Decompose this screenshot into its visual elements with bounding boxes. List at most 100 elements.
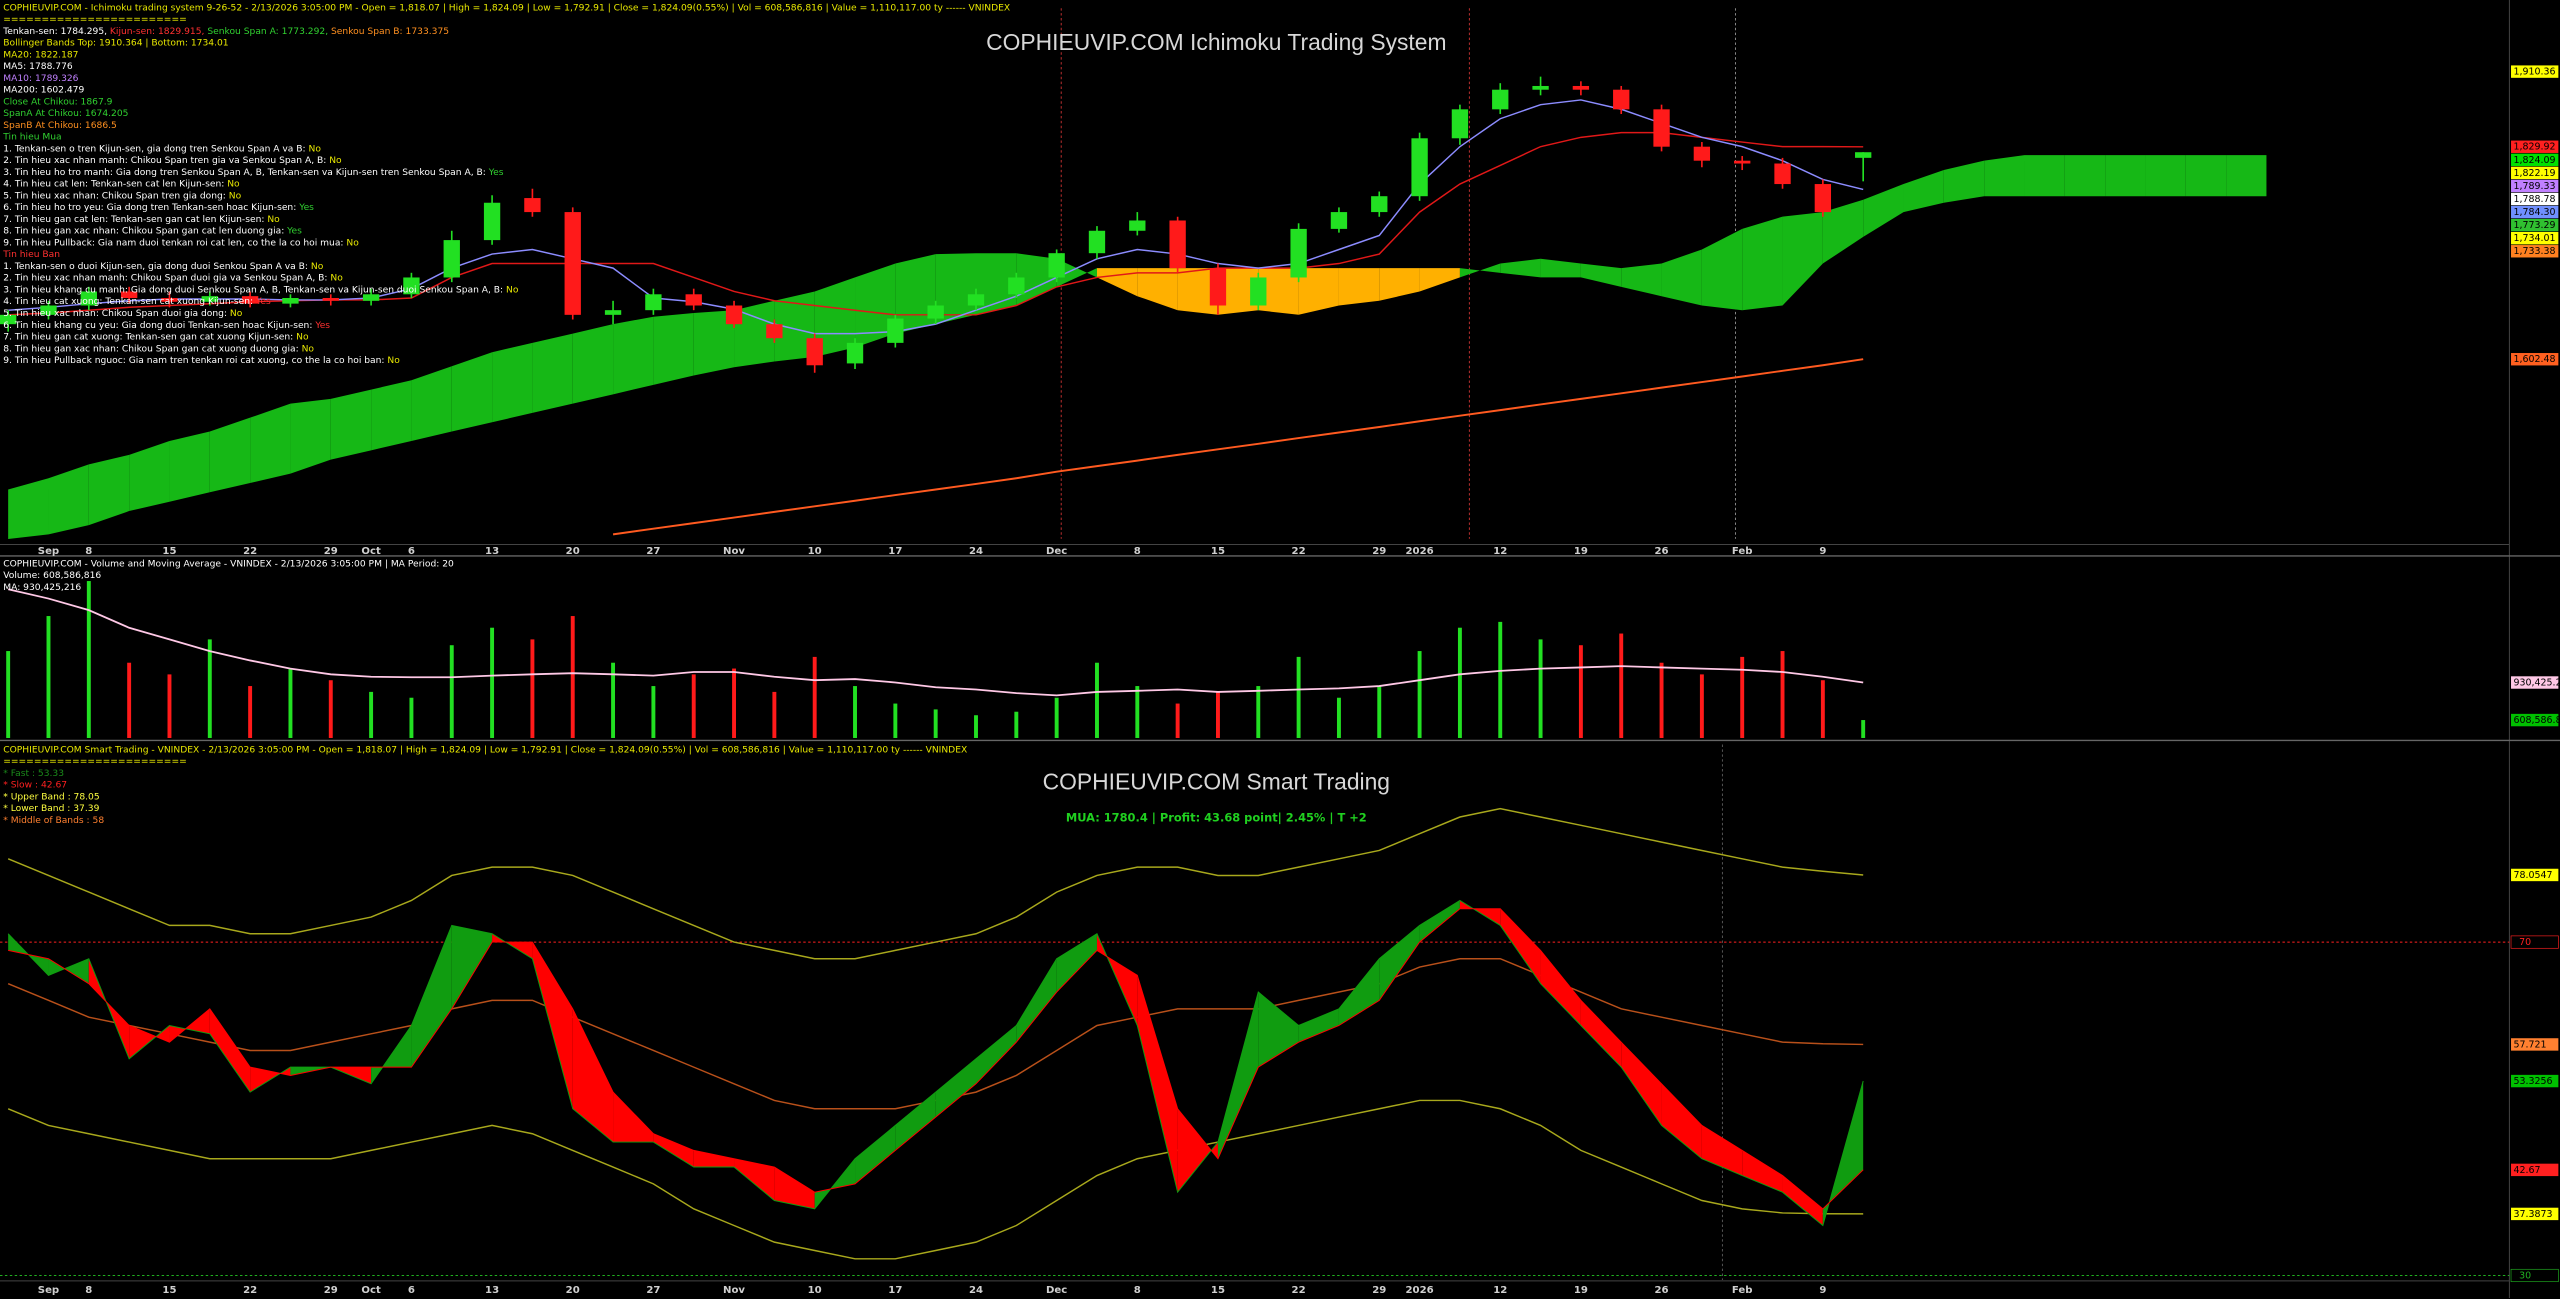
cloud xyxy=(2105,155,2146,197)
x-tick-label: 2026 xyxy=(1406,546,1434,557)
axis-label-box xyxy=(2511,153,2559,167)
cloud xyxy=(814,277,856,357)
x-tick-label: 9 xyxy=(1819,1285,1826,1296)
info-line: SpanB At Chikou: 1686.5 xyxy=(3,120,117,130)
axis-label: 608,586.8 xyxy=(2513,715,2560,726)
candle-body xyxy=(362,294,380,301)
x-tick-label: 29 xyxy=(1372,546,1386,557)
cloud xyxy=(2226,155,2267,197)
info-line: 2. Tin hieu xac nhan manh: Chikou Span d… xyxy=(3,273,343,283)
cloud xyxy=(1863,184,1904,237)
candle-body xyxy=(0,314,17,325)
volume-bar xyxy=(1336,697,1341,738)
volume-ma-line xyxy=(7,588,1864,697)
candle-body xyxy=(967,294,985,306)
volume-bar xyxy=(1175,703,1180,738)
oscillator-fill xyxy=(572,1008,614,1143)
x-tick-label: Nov xyxy=(723,1285,745,1296)
x-tick-label: 22 xyxy=(1292,1285,1306,1296)
candle-body xyxy=(403,277,420,295)
cloud xyxy=(1943,160,1985,203)
oscillator-fill xyxy=(1298,1008,1339,1043)
volume-bar xyxy=(772,691,777,738)
axis-label: 1,824.09 xyxy=(2513,155,2555,166)
oscillator-fill xyxy=(693,1150,735,1168)
oscillator-fill xyxy=(1500,908,1541,984)
x-tick-label: 19 xyxy=(1574,546,1588,557)
volume-bar xyxy=(6,651,11,738)
oscillator-fill xyxy=(209,1008,251,1093)
info-segment: 4. Tin hieu cat xuong: Tenkan-sen cat xu… xyxy=(3,297,256,307)
info-line: 8. Tin hieu gan xac nhan: Chikou Span ga… xyxy=(3,226,302,236)
candle-body xyxy=(725,305,743,325)
cloud xyxy=(734,300,775,368)
info-segment: Bollinger Bands Top: 1910.364 | Bottom: … xyxy=(3,38,228,48)
x-tick-label: 22 xyxy=(1292,546,1306,557)
x-tick-label: 12 xyxy=(1493,546,1507,557)
cloud xyxy=(290,398,331,474)
x-tick-label: 9 xyxy=(1819,546,1826,557)
cloud xyxy=(1177,268,1218,315)
info-segment: No xyxy=(329,156,342,166)
info-segment: MA200: 1602.479 xyxy=(3,85,84,95)
candle-body xyxy=(1734,160,1751,164)
candle-body xyxy=(1371,196,1388,213)
signal-text: MUA: 1780.4 | Profit: 43.68 point| 2.45%… xyxy=(1066,810,1367,824)
info-line: ======================== xyxy=(3,15,186,25)
axis-label-box xyxy=(2511,1163,2559,1177)
cloud xyxy=(1459,263,1501,278)
oscillator-fill xyxy=(1177,1108,1218,1193)
info-segment: SpanB At Chikou: 1686.5 xyxy=(3,120,117,130)
x-tick-label: 26 xyxy=(1655,1285,1669,1296)
oscillator-fill xyxy=(1056,933,1097,993)
info-segment: Volume: 608,586,816 xyxy=(3,571,101,581)
cloud xyxy=(48,464,89,535)
candle-body xyxy=(1693,146,1711,161)
info-segment: MA20: 1822.187 xyxy=(3,50,78,60)
x-tick-label: 26 xyxy=(1655,546,1669,557)
info-line: Tin hieu Ban xyxy=(2,250,60,260)
volume-bar xyxy=(248,686,253,738)
info-line: 3. Tin hieu ho tro manh: Gia dong tren S… xyxy=(3,167,503,177)
cloud xyxy=(613,316,654,395)
axis-label-box xyxy=(2511,868,2559,882)
info-segment: 9. Tin hieu Pullback nguoc: Gia nam tren… xyxy=(3,356,387,366)
info-line: 9. Tin hieu Pullback: Gia nam duoi tenka… xyxy=(3,238,359,248)
volume-bar xyxy=(570,616,575,738)
cloud xyxy=(1056,258,1097,287)
cloud xyxy=(1137,268,1178,311)
volume-bar xyxy=(530,639,535,738)
volume-bar xyxy=(1820,680,1825,738)
volume-bar xyxy=(288,668,293,738)
candle-body xyxy=(564,212,581,315)
volume-bar xyxy=(207,639,212,738)
candle-body xyxy=(1451,109,1469,139)
volume-bar xyxy=(1216,691,1220,738)
axis-label: 1,734.01 xyxy=(2513,233,2555,244)
oscillator-fill xyxy=(451,925,493,1009)
info-line: * Upper Band : 78.05 xyxy=(3,792,100,802)
info-line: MA10: 1789.326 xyxy=(3,73,78,83)
lower-band xyxy=(7,1099,1864,1260)
info-segment: 4. Tin hieu cat len: Tenkan-sen cat len … xyxy=(3,179,227,189)
candle-body xyxy=(1209,268,1227,306)
info-segment: Tin hieu Ban xyxy=(2,250,60,260)
cloud xyxy=(895,254,936,334)
candle-body xyxy=(80,291,97,306)
candle-body xyxy=(846,342,864,364)
x-tick-label: Dec xyxy=(1046,546,1067,557)
axis-label-box xyxy=(2511,245,2559,258)
volume-bar xyxy=(1578,645,1583,738)
info-segment: 2. Tin hieu xac nhan manh: Chikou Span t… xyxy=(3,156,329,166)
chart-title: COPHIEUVIP.COM Smart Trading xyxy=(1043,769,1390,795)
oscillator-fill xyxy=(1137,975,1178,1193)
cloud xyxy=(1580,263,1622,287)
x-tick-label: 15 xyxy=(162,1285,176,1296)
volume-bar xyxy=(1054,697,1059,738)
candle-body xyxy=(1169,220,1186,269)
cloud xyxy=(1258,268,1299,315)
cloud xyxy=(330,389,372,460)
x-tick-label: Feb xyxy=(1732,546,1753,557)
